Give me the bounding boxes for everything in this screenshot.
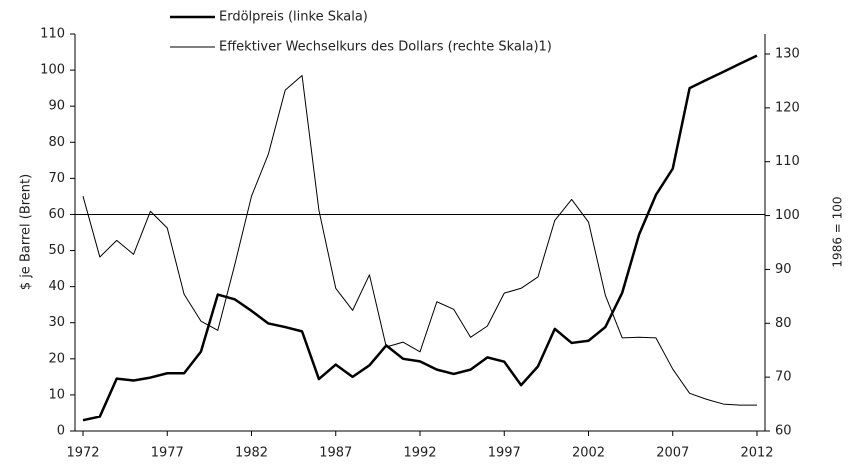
x-tick-label: 1972 xyxy=(66,446,99,461)
y2-tick-label: 110 xyxy=(775,154,800,169)
y-tick-label: 20 xyxy=(48,351,65,366)
x-tick-label: 1977 xyxy=(151,446,184,461)
y-tick-label: 100 xyxy=(40,63,65,78)
x-tick-label: 1997 xyxy=(488,446,521,461)
y2-tick-label: 120 xyxy=(775,100,800,115)
x-tick-label: 2012 xyxy=(740,446,773,461)
y-tick-label: 30 xyxy=(48,315,65,330)
legend-label: Erdölpreis (linke Skala) xyxy=(219,10,368,25)
y2-tick-label: 70 xyxy=(775,370,792,385)
y-tick-label: 70 xyxy=(48,171,65,186)
y-tick-label: 60 xyxy=(48,207,65,222)
y-tick-label: 110 xyxy=(40,27,65,42)
y2-tick-label: 60 xyxy=(775,424,792,439)
y-tick-label: 10 xyxy=(48,387,65,402)
y-tick-label: 90 xyxy=(48,99,65,114)
legend-label: Effektiver Wechselkurs des Dollars (rech… xyxy=(219,40,552,55)
x-tick-label: 1987 xyxy=(319,446,352,461)
x-tick-label: 1992 xyxy=(403,446,436,461)
x-tick-label: 2002 xyxy=(572,446,605,461)
y-tick-label: 0 xyxy=(57,424,65,439)
y2-tick-label: 80 xyxy=(775,316,792,331)
y-tick-label: 40 xyxy=(48,279,65,294)
x-tick-label: 2007 xyxy=(656,446,689,461)
y2-tick-label: 130 xyxy=(775,47,800,62)
y2-tick-label: 100 xyxy=(775,208,800,223)
y-axis-label: $ je Barrel (Brent) xyxy=(19,174,34,290)
y2-axis-label: 1986 = 100 xyxy=(831,196,845,267)
y2-tick-label: 90 xyxy=(775,262,792,277)
series-line xyxy=(82,75,757,406)
y-tick-label: 50 xyxy=(48,243,65,258)
x-tick-label: 1982 xyxy=(235,446,268,461)
series-line xyxy=(82,54,758,422)
y-tick-label: 80 xyxy=(48,135,65,150)
